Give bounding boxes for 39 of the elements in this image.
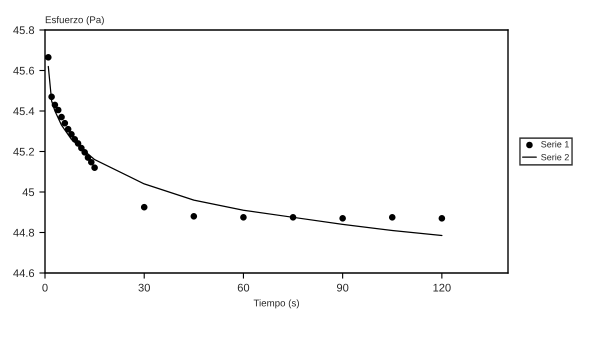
point (91, 164, 98, 171)
point (54, 106, 62, 114)
point (240, 214, 247, 221)
point (81, 149, 88, 156)
y-tick-label: 45.4 (13, 107, 34, 116)
point (74, 140, 82, 147)
point (140, 204, 148, 210)
point (84, 154, 92, 161)
x-tick-label: 120 (433, 284, 451, 292)
point (339, 215, 346, 222)
point (64, 126, 72, 133)
y-axis-title: Esfuerzo (Pa) (46, 16, 104, 26)
point (88, 158, 95, 166)
legend-label: Serie 1 (541, 140, 569, 148)
point (71, 136, 78, 143)
point (190, 213, 198, 220)
point (52, 102, 58, 108)
point (45, 54, 52, 61)
x-tick-label: 0 (42, 284, 48, 292)
y-tick-label: 45 (22, 188, 34, 196)
point (58, 114, 65, 120)
y-tick-label: 45.6 (13, 66, 34, 75)
x-tick-label: 90 (336, 284, 348, 292)
point (48, 94, 55, 100)
x-axis-title: Tiempo (s) (254, 299, 299, 308)
point (68, 130, 75, 138)
point (78, 144, 85, 152)
y-tick-label: 45.8 (13, 26, 34, 34)
y-tick-label: 45.2 (13, 148, 34, 156)
point (438, 215, 446, 222)
y-tick-label: 44.8 (13, 228, 34, 237)
x-tick-label: 30 (138, 284, 150, 292)
line-series (48, 66, 442, 236)
legend-label: Serie 2 (541, 154, 569, 160)
point (388, 214, 396, 221)
point (62, 120, 68, 126)
point (290, 214, 296, 221)
x-tick-label: 60 (238, 284, 250, 292)
y-tick-label: 44.6 (13, 269, 34, 278)
